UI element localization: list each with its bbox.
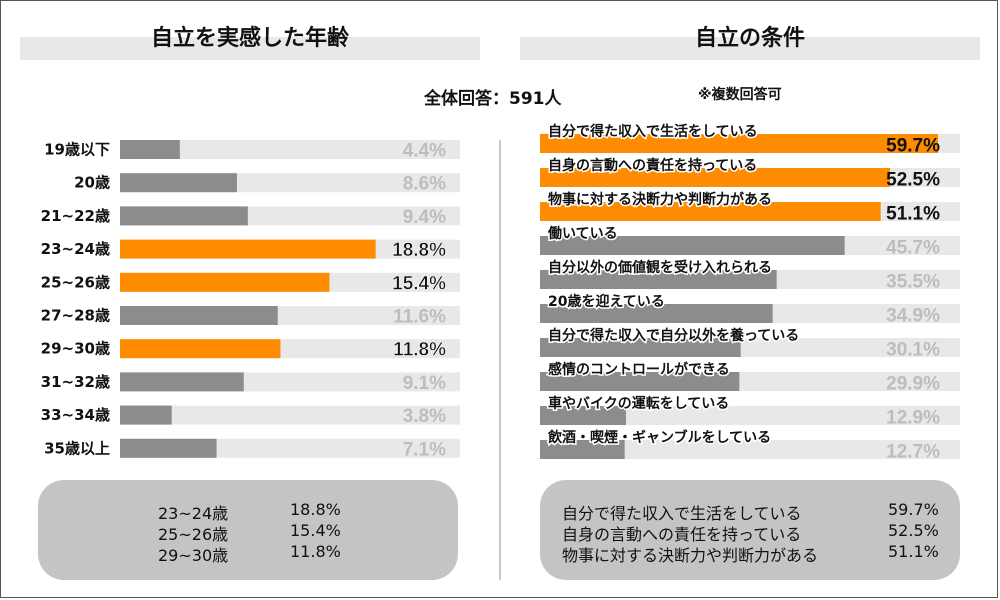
condition-value-label-5: 34.9%: [886, 306, 940, 327]
age-bar-2: [120, 206, 248, 226]
age-bar-7: [120, 372, 244, 392]
age-value-label-8: 3.8%: [403, 406, 446, 427]
condition-category-label-7: 感情のコントロールができる: [548, 361, 730, 378]
condition-value-label-8: 12.9%: [886, 408, 940, 429]
age-value-label-7: 9.1%: [403, 373, 446, 394]
condition-bar-8: [540, 406, 626, 425]
condition-category-label-5: 20歳を迎えている: [548, 293, 665, 310]
age-category-label-3: 23~24歳: [41, 240, 110, 258]
summary-right-value-1: 59.7%: [888, 500, 939, 519]
summary-right-label-3: 物事に対する決断力や判断力がある: [562, 546, 819, 565]
age-value-label-4: 15.4%: [392, 273, 446, 294]
age-value-label-6: 11.8%: [393, 340, 446, 361]
condition-track-9: [540, 440, 960, 459]
right-chart-title: 自立の条件: [694, 26, 805, 51]
condition-category-label-9: 飲酒・喫煙・ギャンブルをしている: [547, 429, 771, 446]
condition-category-label-1: 自身の言動への責任を持っている: [548, 157, 757, 174]
age-value-label-1: 8.6%: [403, 174, 446, 195]
age-category-label-7: 31~32歳: [41, 373, 110, 391]
age-category-label-5: 27~28歳: [41, 307, 110, 325]
condition-bar-3: [540, 236, 845, 255]
age-bar-3: [120, 239, 376, 259]
summary-left-value-2: 15.4%: [290, 521, 341, 540]
condition-category-label-0: 自分で得た収入で生活をしている: [548, 123, 758, 140]
condition-bar-7: [540, 372, 740, 391]
summary-right-label-2: 自身の言動への責任を持っている: [562, 525, 802, 544]
age-bar-chart: 19歳以下 4.4% 20歳 8.6% 21~22歳 9.4% 23~24歳 18.8% 25~…: [41, 140, 460, 460]
panel-divider: [499, 140, 501, 580]
right-panel-title-bar: 自立の条件: [520, 26, 980, 60]
left-summary-box: 23~24歳 18.8% 25~26歳 15.4% 29~30歳 11.8%: [38, 480, 458, 580]
condition-category-label-6: 自分で得た収入で自分以外を養っている: [548, 327, 799, 344]
summary-right-value-3: 51.1%: [888, 542, 939, 561]
summary-left-value-1: 18.8%: [290, 500, 341, 519]
condition-value-label-6: 30.1%: [886, 340, 940, 361]
condition-track-8: [540, 406, 960, 425]
condition-bar-0: [540, 134, 938, 153]
condition-category-label-3: 働いている: [547, 225, 618, 242]
age-bar-6: [120, 339, 281, 359]
age-bar-9: [120, 438, 217, 458]
summary-right-value-2: 52.5%: [888, 521, 939, 540]
age-bar-5: [120, 306, 278, 325]
age-bar-8: [120, 405, 172, 425]
condition-value-label-2: 51.1%: [886, 204, 940, 225]
summary-left-label-2: 25~26歳: [158, 525, 229, 544]
age-bar-1: [120, 173, 237, 193]
left-panel-title-bar: 自立を実感した年齢: [20, 26, 480, 60]
age-category-label-8: 33~34歳: [41, 406, 110, 424]
condition-value-label-4: 35.5%: [886, 272, 940, 293]
age-track-8: [120, 405, 460, 425]
multiple-answer-note: ※複数回答可: [698, 87, 782, 103]
respondent-count: 全体回答：591人: [424, 89, 562, 109]
age-value-label-2: 9.4%: [403, 207, 446, 228]
condition-bar-4: [540, 270, 777, 289]
condition-value-label-9: 12.7%: [886, 442, 940, 463]
condition-value-label-0: 59.7%: [886, 136, 940, 157]
left-chart-title: 自立を実感した年齢: [150, 26, 349, 51]
age-bar-4: [120, 272, 330, 292]
age-category-label-6: 29~30歳: [41, 340, 110, 358]
condition-bar-5: [540, 304, 773, 323]
summary-left-label-3: 29~30歳: [158, 546, 229, 565]
condition-value-label-3: 45.7%: [886, 238, 940, 259]
condition-category-label-2: 物事に対する決断力や判断力がある: [548, 191, 772, 208]
age-track-0: [120, 140, 460, 159]
age-category-label-9: 35歳以上: [44, 439, 110, 457]
age-value-label-9: 7.1%: [403, 439, 446, 460]
condition-bar-9: [540, 440, 625, 459]
age-category-label-2: 21~22歳: [41, 207, 110, 225]
age-category-label-4: 25~26歳: [41, 273, 110, 291]
age-value-label-5: 11.6%: [393, 307, 446, 328]
condition-category-label-8: 車やバイクの運転をしている: [548, 395, 729, 412]
summary-left-label-1: 23~24歳: [158, 504, 229, 523]
condition-value-label-1: 52.5%: [886, 170, 940, 191]
conditions-bar-chart: 自分で得た収入で生活をしている 59.7% 自身の言動への責任を持っている 52.5%…: [540, 122, 960, 463]
condition-bar-1: [540, 168, 890, 187]
condition-category-label-4: 自分以外の価値観を受け入れられる: [548, 259, 772, 276]
age-category-label-1: 20歳: [74, 174, 110, 192]
summary-right-label-1: 自分で得た収入で生活をしている: [562, 504, 802, 523]
right-summary-box: 自分で得た収入で生活をしている 59.7% 自身の言動への責任を持っている 52…: [540, 480, 960, 580]
age-value-label-3: 18.8%: [392, 240, 446, 261]
age-bar-0: [120, 140, 180, 159]
summary-left-value-3: 11.8%: [290, 542, 341, 561]
age-value-label-0: 4.4%: [403, 141, 446, 162]
condition-value-label-7: 29.9%: [886, 374, 940, 395]
age-category-label-0: 19歳以下: [44, 141, 110, 159]
condition-bar-6: [540, 338, 741, 357]
condition-bar-2: [540, 202, 881, 221]
